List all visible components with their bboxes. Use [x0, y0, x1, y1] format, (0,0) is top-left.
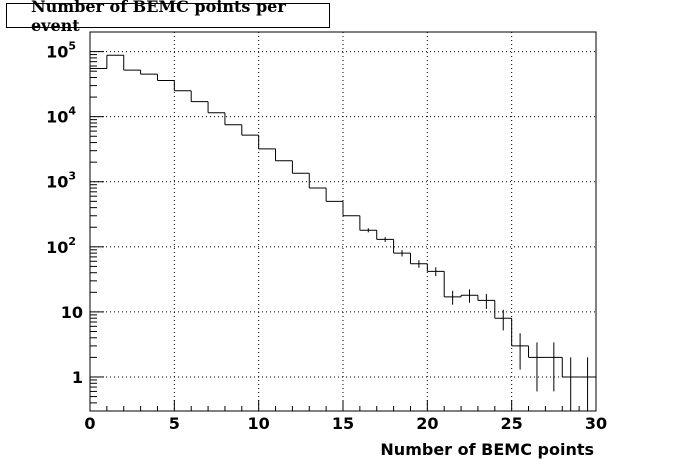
chart-title: Number of BEMC points per event — [6, 0, 330, 35]
y-tick-label: 104 — [46, 105, 76, 127]
x-tick-label: 0 — [84, 414, 95, 433]
x-axis-title: Number of BEMC points — [380, 440, 594, 459]
x-tick-label: 30 — [585, 414, 607, 433]
y-tick-label: 102 — [46, 235, 76, 257]
y-tick-label: 105 — [46, 40, 76, 62]
y-tick-label: 1 — [72, 368, 83, 387]
y-tick-label: 103 — [46, 170, 76, 192]
tick-labels: 0 5 10 15 20 25 30 1 10 102 103 104 105 — [46, 40, 607, 433]
x-tick-label: 25 — [501, 414, 523, 433]
x-tick-label: 15 — [332, 414, 354, 433]
x-tick-label: 5 — [169, 414, 180, 433]
x-tick-label: 10 — [248, 414, 270, 433]
y-tick-label: 10 — [61, 303, 83, 322]
error-bars — [367, 228, 589, 411]
axis-ticks — [89, 31, 597, 412]
grid — [90, 32, 596, 411]
x-tick-label: 20 — [416, 414, 438, 433]
